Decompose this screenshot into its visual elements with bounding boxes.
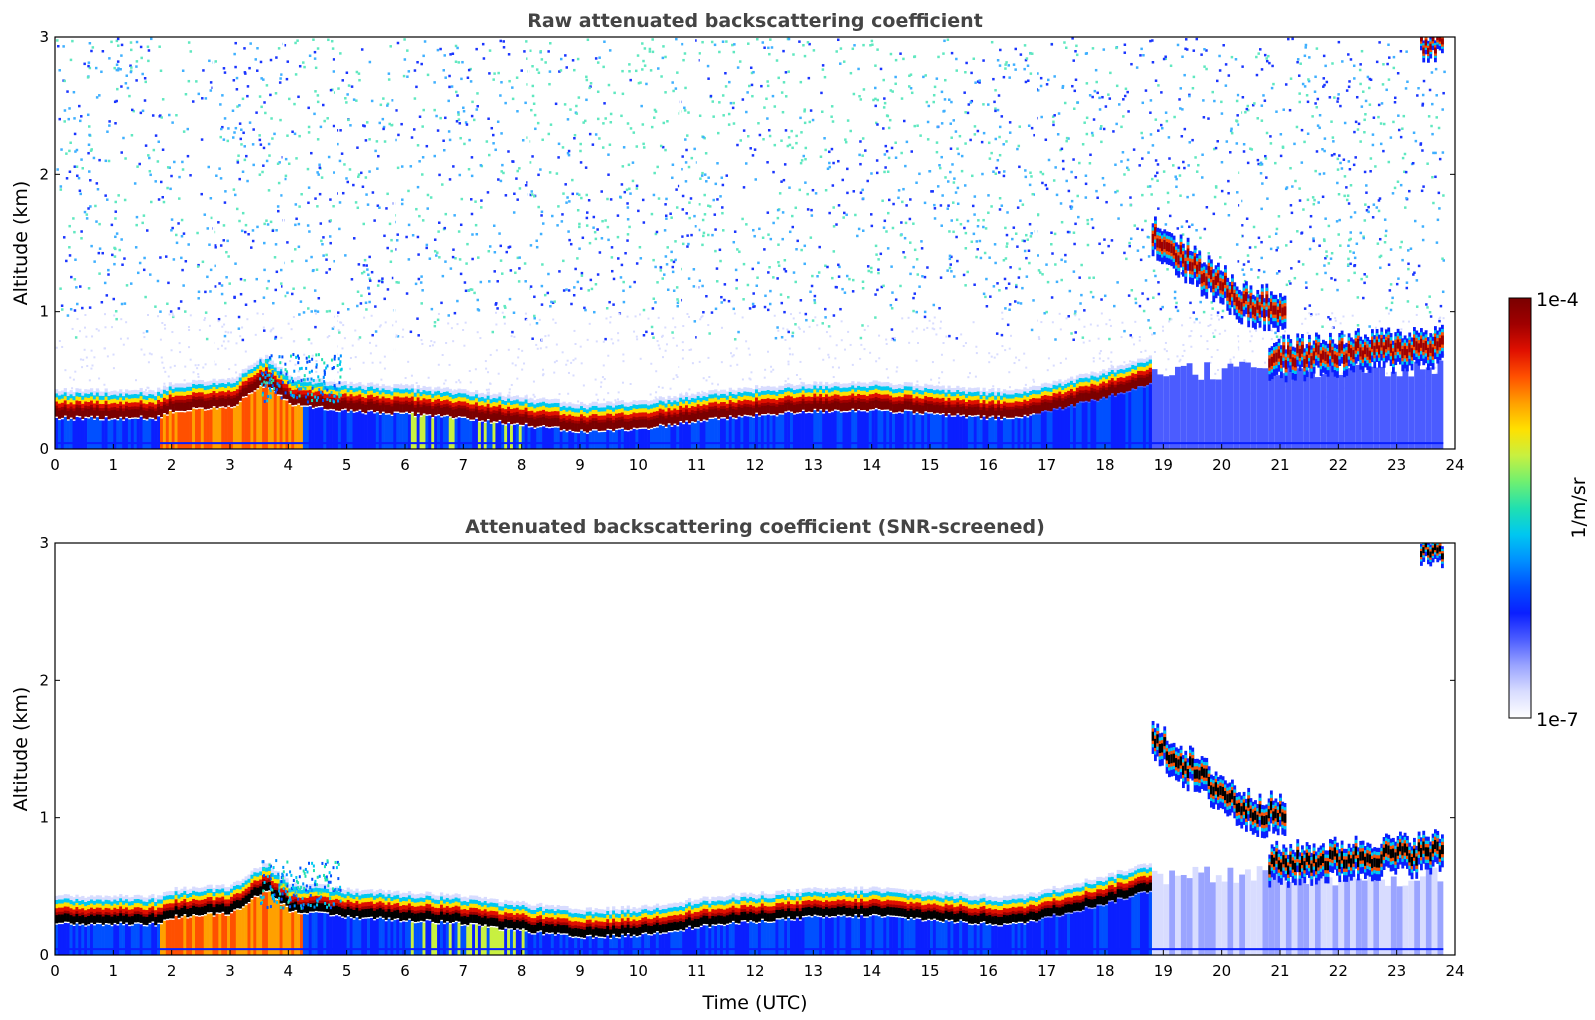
- x-tick-label: 23: [1387, 456, 1406, 474]
- x-tick-label: 3: [225, 962, 235, 980]
- screened-xlabel: Time (UTC): [701, 992, 807, 1014]
- x-tick-label: 5: [342, 962, 352, 980]
- x-tick-label: 15: [920, 456, 939, 474]
- x-tick-label: 16: [979, 456, 998, 474]
- x-tick-label: 7: [459, 456, 469, 474]
- x-tick-label: 6: [400, 456, 410, 474]
- raw-y-axis: 0 1 2 3: [39, 28, 1455, 458]
- y-tick-label: 0: [39, 946, 49, 964]
- y-tick-label: 1: [39, 303, 49, 321]
- colorbar-gradient: [1508, 297, 1532, 719]
- x-tick-label: 24: [1445, 456, 1464, 474]
- y-tick-label: 3: [39, 28, 49, 46]
- x-tick-label: 11: [687, 962, 706, 980]
- x-tick-label: 3: [225, 456, 235, 474]
- x-tick-label: 0: [50, 456, 60, 474]
- y-tick-label: 2: [39, 671, 49, 689]
- colorbar: 1e-4 1e-7 1/m/sr: [1508, 289, 1590, 731]
- x-tick-label: 7: [459, 962, 469, 980]
- screened-panel: Attenuated backscattering coefficient (S…: [10, 516, 1465, 1014]
- x-tick-label: 4: [284, 456, 294, 474]
- x-tick-label: 14: [862, 962, 881, 980]
- x-tick-label: 0: [50, 962, 60, 980]
- x-tick-label: 22: [1329, 456, 1348, 474]
- y-tick-label: 2: [39, 165, 49, 183]
- x-tick-label: 21: [1270, 962, 1289, 980]
- x-tick-label: 13: [804, 456, 823, 474]
- colorbar-max-label: 1e-4: [1536, 289, 1579, 311]
- raw-x-axis: 0 1 2 3 4 5 6 7 8 9 10 11 12 13 14 15 16 17 18 19 20 21 22 23 24: [50, 444, 1465, 474]
- x-tick-label: 11: [687, 456, 706, 474]
- y-tick-label: 3: [39, 534, 49, 552]
- x-tick-label: 15: [920, 962, 939, 980]
- screened-y-axis: 0 1 2 3: [39, 534, 1455, 964]
- x-tick-label: 2: [167, 456, 177, 474]
- raw-panel: Raw attenuated backscattering coefficien…: [10, 10, 1465, 474]
- x-tick-label: 22: [1329, 962, 1348, 980]
- x-tick-label: 19: [1154, 962, 1173, 980]
- x-tick-label: 6: [400, 962, 410, 980]
- x-tick-label: 9: [575, 962, 585, 980]
- x-tick-label: 18: [1095, 962, 1114, 980]
- x-tick-label: 19: [1154, 456, 1173, 474]
- x-tick-label: 17: [1037, 962, 1056, 980]
- x-tick-label: 20: [1212, 456, 1231, 474]
- colorbar-unit-label: 1/m/sr: [1568, 477, 1590, 538]
- x-tick-label: 14: [862, 456, 881, 474]
- x-tick-label: 21: [1270, 456, 1289, 474]
- x-tick-label: 4: [284, 962, 294, 980]
- x-tick-label: 8: [517, 456, 527, 474]
- x-tick-label: 17: [1037, 456, 1056, 474]
- x-tick-label: 23: [1387, 962, 1406, 980]
- screened-heatmap: [55, 543, 1444, 955]
- raw-heatmap: [55, 37, 1446, 449]
- x-tick-label: 2: [167, 962, 177, 980]
- raw-panel-title: Raw attenuated backscattering coefficien…: [527, 10, 983, 32]
- raw-ylabel: Altitude (km): [10, 181, 32, 306]
- screened-panel-title: Attenuated backscattering coefficient (S…: [465, 516, 1045, 538]
- x-tick-label: 8: [517, 962, 527, 980]
- x-tick-label: 16: [979, 962, 998, 980]
- x-tick-label: 1: [109, 456, 119, 474]
- x-tick-label: 9: [575, 456, 585, 474]
- x-tick-label: 12: [745, 962, 764, 980]
- x-tick-label: 24: [1445, 962, 1464, 980]
- y-tick-label: 0: [39, 440, 49, 458]
- x-tick-label: 18: [1095, 456, 1114, 474]
- colorbar-min-label: 1e-7: [1536, 709, 1579, 731]
- x-tick-label: 1: [109, 962, 119, 980]
- y-tick-label: 1: [39, 809, 49, 827]
- x-tick-label: 10: [629, 456, 648, 474]
- x-tick-label: 13: [804, 962, 823, 980]
- x-tick-label: 12: [745, 456, 764, 474]
- x-tick-label: 10: [629, 962, 648, 980]
- x-tick-label: 20: [1212, 962, 1231, 980]
- x-tick-label: 5: [342, 456, 352, 474]
- screened-x-axis: 0 1 2 3 4 5 6 7 8 9 10 11 12 13 14 15 16 17 18 19 20 21 22 23 24: [50, 950, 1465, 980]
- screened-ylabel: Altitude (km): [10, 687, 32, 812]
